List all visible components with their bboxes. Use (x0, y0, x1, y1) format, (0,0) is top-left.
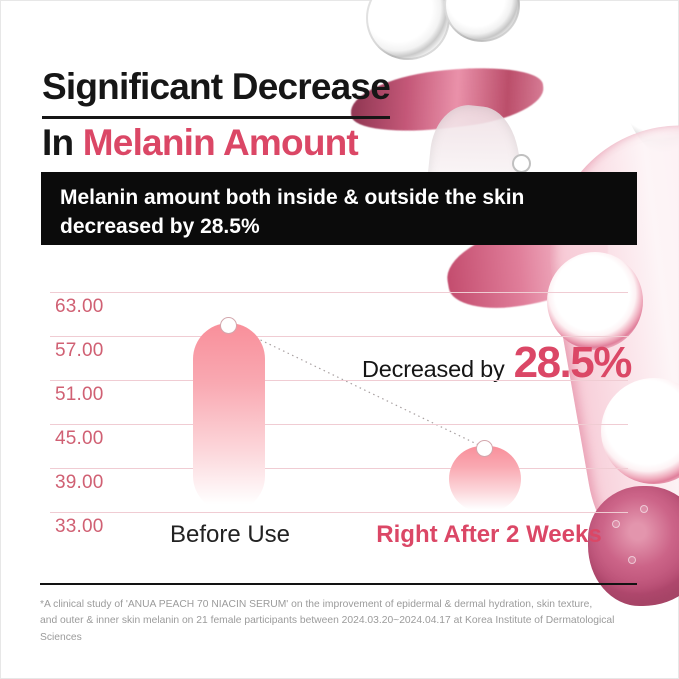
claim-banner-line2: decreased by 28.5% (60, 214, 260, 238)
chart-gridline (50, 380, 628, 381)
footnote-line1: *A clinical study of 'ANUA PEACH 70 NIAC… (40, 599, 593, 610)
title-line2: In Melanin Amount (42, 121, 359, 163)
clinical-study-footnote: *A clinical study of 'ANUA PEACH 70 NIAC… (40, 597, 640, 646)
bar-top-marker (476, 440, 493, 457)
footnote-line2: and outer & inner skin melanin on 21 fem… (40, 615, 615, 643)
chart-bar-before (193, 322, 265, 512)
category-label: Right After 2 Weeks (376, 521, 602, 548)
chart-gridline (50, 336, 628, 337)
footer-divider (40, 583, 637, 585)
chart-gridline (50, 468, 628, 469)
chart-gridline (50, 292, 628, 293)
y-axis-tick-label: 57.00 (55, 340, 104, 361)
y-axis-tick-label: 45.00 (55, 428, 104, 449)
y-axis-tick-label: 51.00 (55, 384, 104, 405)
title-line2-highlight: Melanin Amount (82, 121, 359, 163)
title-line1: Significant Decrease (42, 63, 391, 119)
chart-gridline (50, 424, 628, 425)
decrease-annotation-label: Decreased by (362, 356, 505, 382)
y-axis-tick-label: 39.00 (55, 472, 104, 493)
y-axis-tick-label: 63.00 (55, 296, 104, 317)
claim-banner-line1: Melanin amount both inside & outside the… (60, 186, 525, 209)
page-title: Significant Decrease In Melanin Amount (42, 63, 391, 168)
category-label: Before Use (169, 521, 291, 548)
bar-top-marker (220, 316, 237, 334)
title-line2-prefix: In (42, 121, 83, 163)
y-axis-tick-label: 33.00 (55, 516, 104, 537)
chart-gridline (50, 512, 628, 513)
chart-bar-after (449, 446, 521, 512)
